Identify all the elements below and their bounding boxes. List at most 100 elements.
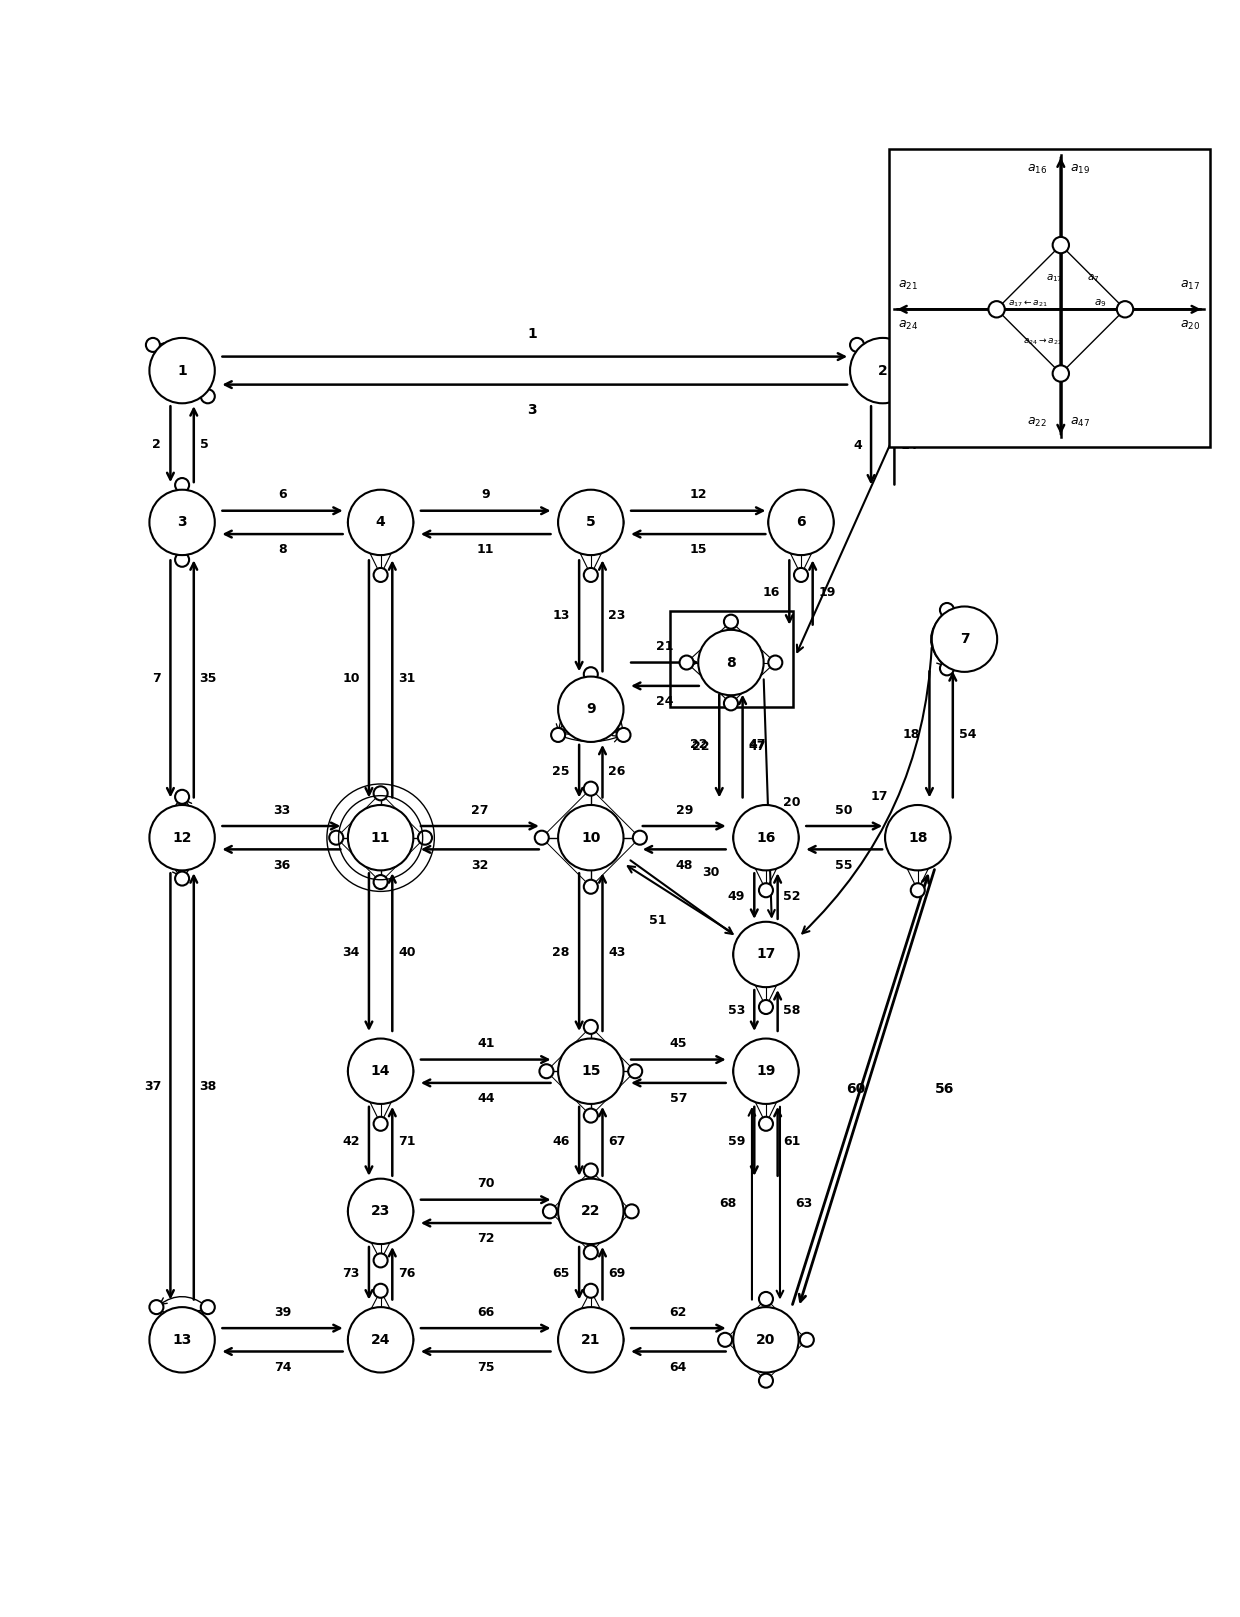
Text: 4: 4 [376,516,386,529]
Text: $a_{24}\rightarrow a_{22}$: $a_{24}\rightarrow a_{22}$ [1023,336,1063,348]
Bar [670,611,792,707]
Circle shape [373,1253,388,1268]
Text: 11: 11 [477,543,495,556]
Circle shape [733,831,748,844]
Text: 71: 71 [398,1135,415,1148]
Circle shape [724,697,738,710]
Text: 61: 61 [784,1135,801,1148]
Circle shape [584,1109,598,1122]
Text: $a_{17}$: $a_{17}$ [1047,272,1064,283]
Circle shape [373,1117,388,1130]
Text: $a_9$: $a_9$ [1094,298,1106,309]
Text: 6: 6 [796,516,806,529]
Circle shape [901,390,915,403]
Circle shape [146,338,160,353]
Text: 23: 23 [371,1205,391,1218]
Text: 64: 64 [670,1362,687,1374]
Text: 55: 55 [836,859,853,872]
Circle shape [330,831,343,844]
Text: 45: 45 [670,1036,687,1049]
Text: $a_{47}$: $a_{47}$ [1070,416,1090,429]
Text: 20: 20 [756,1332,776,1347]
Circle shape [584,1245,598,1260]
Text: 32: 32 [471,859,489,872]
Circle shape [1053,365,1069,382]
Text: 1: 1 [527,327,537,341]
Text: 58: 58 [784,1004,801,1017]
Text: 12: 12 [689,488,707,501]
Text: 72: 72 [477,1232,495,1245]
Circle shape [175,789,190,804]
Text: 4: 4 [853,438,862,451]
Circle shape [201,390,215,403]
Circle shape [584,568,598,582]
Text: 53: 53 [728,1004,745,1017]
Text: 63: 63 [795,1197,812,1210]
Circle shape [558,516,572,529]
Text: 2: 2 [153,438,161,451]
Circle shape [348,1307,413,1373]
Text: 9: 9 [587,702,595,716]
Text: 59: 59 [728,1135,745,1148]
Circle shape [610,516,624,529]
Circle shape [558,1038,624,1104]
Circle shape [733,922,799,986]
Text: 12: 12 [172,831,192,844]
Circle shape [373,875,388,889]
Circle shape [940,603,954,618]
Circle shape [820,516,833,529]
Text: 14: 14 [900,438,918,451]
Text: 50: 50 [836,804,853,817]
Circle shape [785,831,799,844]
Circle shape [936,831,951,844]
Text: 65: 65 [552,1266,570,1279]
Text: $a_{17}\leftarrow a_{21}$: $a_{17}\leftarrow a_{21}$ [1008,298,1048,309]
Text: 19: 19 [756,1064,776,1079]
Circle shape [399,1205,413,1218]
Text: 9: 9 [481,488,490,501]
Text: 18: 18 [903,728,920,741]
Circle shape [794,568,808,582]
Circle shape [851,338,915,403]
Circle shape [759,1374,773,1387]
Circle shape [680,655,693,669]
Text: 40: 40 [398,946,415,959]
Text: 43: 43 [609,946,626,959]
Circle shape [418,831,432,844]
Text: 24: 24 [371,1332,391,1347]
Text: 8: 8 [278,543,286,556]
Circle shape [931,606,997,673]
Circle shape [629,1064,642,1079]
Text: 69: 69 [609,1266,625,1279]
Text: 44: 44 [477,1091,495,1106]
Text: 20: 20 [784,796,801,808]
Text: 14: 14 [371,1064,391,1079]
Text: 26: 26 [609,765,626,778]
Circle shape [769,655,782,669]
Text: $a_{24}$: $a_{24}$ [898,319,918,331]
Circle shape [800,1332,813,1347]
Text: 17: 17 [870,791,889,804]
Circle shape [733,1307,799,1373]
Circle shape [348,1179,413,1243]
Text: 70: 70 [477,1177,495,1190]
Text: 16: 16 [756,831,776,844]
Circle shape [558,1179,624,1243]
Circle shape [348,490,413,555]
Circle shape [373,568,388,582]
Circle shape [885,805,951,870]
Text: 29: 29 [676,804,693,817]
Text: 8: 8 [727,655,735,669]
Circle shape [399,1332,413,1347]
Text: 3: 3 [527,403,537,417]
Circle shape [558,805,624,870]
Circle shape [149,1300,164,1315]
Text: 38: 38 [200,1080,217,1093]
Circle shape [769,516,782,529]
Text: 22: 22 [582,1205,600,1218]
Circle shape [584,781,598,796]
Text: 46: 46 [552,1135,570,1148]
Circle shape [149,805,215,870]
Text: 73: 73 [342,1266,360,1279]
Circle shape [851,338,864,353]
